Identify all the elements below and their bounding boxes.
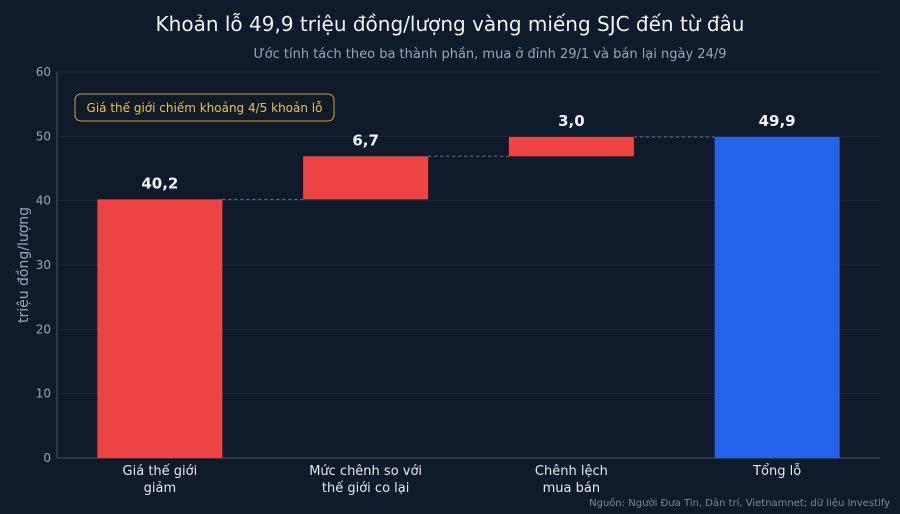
- x-tick-label: mua bán: [543, 481, 600, 496]
- value-label: 3,0: [558, 112, 585, 130]
- y-tick-label: 40: [36, 194, 51, 208]
- y-axis-label: triệu đồng/lượng: [15, 207, 32, 323]
- annotation-box: [74, 93, 335, 122]
- annotation-text: Giá thế giới chiếm khoảng 4/5 khoản lỗ: [87, 101, 323, 115]
- x-tick-label: Tổng lỗ: [752, 464, 801, 479]
- x-tick-label: giảm: [144, 481, 177, 496]
- y-tick-label: 60: [36, 65, 51, 79]
- x-tick-label: Chênh lệch: [535, 464, 608, 479]
- value-label: 40,2: [141, 174, 178, 192]
- bar-1: [97, 199, 223, 458]
- source-note: Nguồn: Người Đưa Tin, Dân trí, Vietnamne…: [589, 498, 890, 509]
- y-tick-label: 50: [36, 129, 51, 143]
- y-tick-label: 0: [43, 451, 51, 465]
- x-tick-label: Mức chênh so với: [309, 464, 422, 479]
- y-tick-label: 10: [36, 387, 51, 401]
- bar-2: [303, 156, 429, 200]
- bar-4: [714, 136, 840, 458]
- bar-3: [508, 136, 634, 157]
- chart-title: Khoản lỗ 49,9 triệu đồng/lượng vàng miến…: [155, 12, 745, 36]
- y-tick-label: 30: [36, 258, 51, 272]
- chart-subtitle: Ước tính tách theo ba thành phần, mua ở …: [253, 47, 727, 62]
- value-label: 49,9: [759, 112, 796, 130]
- value-label: 6,7: [352, 131, 379, 149]
- y-tick-label: 20: [36, 322, 51, 336]
- x-tick-label: Giá thế giới: [123, 464, 198, 479]
- x-tick-label: thế giới co lại: [322, 481, 409, 496]
